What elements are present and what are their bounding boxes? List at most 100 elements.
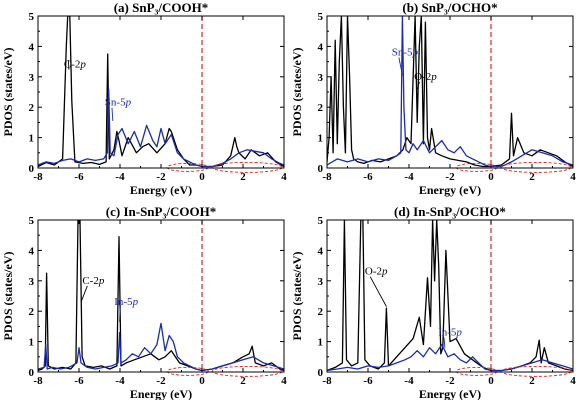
baseline-ellipse bbox=[166, 366, 209, 376]
peak-annotation: Sn-5p bbox=[105, 97, 132, 109]
y-tick-label: 1 bbox=[29, 133, 35, 145]
x-axis-label: Energy (eV) bbox=[419, 183, 481, 197]
y-tick-label: 0 bbox=[29, 163, 35, 175]
y-tick-label: 1 bbox=[29, 337, 35, 349]
baseline-ellipse bbox=[455, 366, 498, 376]
peak-annotation: In-5p bbox=[114, 296, 138, 308]
y-tick-label: 5 bbox=[318, 215, 324, 227]
peak-annotation: In-5p bbox=[438, 327, 462, 339]
y-tick-label: 5 bbox=[318, 11, 324, 23]
x-tick-label: -2 bbox=[445, 171, 455, 183]
y-tick-label: 4 bbox=[318, 245, 324, 257]
y-tick-label: 0 bbox=[29, 367, 35, 379]
annotation-pointer bbox=[119, 307, 121, 322]
x-tick-label: -8 bbox=[322, 171, 332, 183]
peak-annotation: O-2p bbox=[365, 266, 388, 278]
baseline-ellipse bbox=[500, 161, 572, 173]
x-tick-label: 0 bbox=[488, 375, 494, 387]
y-tick-label: 4 bbox=[29, 245, 35, 257]
peak-annotation: Sn-5p bbox=[392, 47, 419, 59]
panel-title: (d) In-SnP₃/OCHO* bbox=[394, 204, 506, 219]
y-tick-label: 5 bbox=[29, 11, 35, 23]
x-tick-label: -4 bbox=[404, 171, 414, 183]
y-axis-label: PDOS (states/eV) bbox=[290, 252, 304, 341]
y-axis-label: PDOS (states/eV) bbox=[1, 252, 15, 341]
panel-title: (c) In-SnP₃/COOH* bbox=[106, 204, 216, 219]
panel-c: (c) In-SnP₃/COOH* -8 -6 -4 -2 0 2 4 0 1 2 3 4 5 Energy… bbox=[1, 204, 287, 400]
x-tick-label: -4 bbox=[115, 375, 125, 387]
x-tick-label: 2 bbox=[529, 375, 535, 387]
series-line-adsorbate bbox=[38, 220, 284, 372]
x-tick-label: -2 bbox=[156, 171, 166, 183]
series-line-metal bbox=[327, 16, 573, 168]
baseline-ellipse bbox=[500, 365, 572, 377]
y-tick-label: 5 bbox=[29, 215, 35, 227]
series-line-adsorbate bbox=[327, 16, 573, 168]
x-tick-label: -4 bbox=[404, 375, 414, 387]
series-line-adsorbate bbox=[38, 16, 284, 168]
x-tick-label: -6 bbox=[74, 171, 84, 183]
x-tick-label: 2 bbox=[240, 375, 246, 387]
x-tick-label: -4 bbox=[115, 171, 125, 183]
panel-b: (b) SnP₃/OCHO* -8 -6 -4 -2 0 2 4 0 1 2 3 4 5 Energy (e… bbox=[290, 0, 576, 197]
x-tick-label: 0 bbox=[488, 171, 494, 183]
series-line-metal bbox=[38, 322, 284, 372]
y-tick-label: 3 bbox=[29, 72, 35, 84]
y-tick-label: 3 bbox=[29, 276, 35, 288]
x-tick-label: 4 bbox=[570, 171, 576, 183]
y-tick-label: 4 bbox=[318, 41, 324, 53]
x-tick-label: 4 bbox=[281, 171, 287, 183]
baseline-ellipse bbox=[455, 162, 498, 172]
panel-a: (a) SnP₃/COOH* -8 -6 -4 -2 0 2 4 0 1 2 3 4 5 Energy (e… bbox=[1, 0, 287, 197]
x-axis-label: Energy (eV) bbox=[130, 183, 192, 197]
annotation-pointer bbox=[443, 337, 446, 348]
panel-title: (b) SnP₃/OCHO* bbox=[402, 0, 497, 15]
y-tick-label: 3 bbox=[318, 72, 324, 84]
annotation-pointer bbox=[369, 276, 387, 307]
x-tick-label: -8 bbox=[33, 171, 43, 183]
y-tick-label: 0 bbox=[318, 367, 324, 379]
series-line-metal bbox=[327, 343, 573, 372]
x-axis-label: Energy (eV) bbox=[130, 387, 192, 400]
series-line-adsorbate bbox=[327, 220, 573, 372]
x-tick-label: -8 bbox=[33, 375, 43, 387]
x-tick-label: -8 bbox=[322, 375, 332, 387]
x-tick-label: -6 bbox=[363, 375, 373, 387]
x-tick-label: 4 bbox=[281, 375, 287, 387]
x-tick-label: -6 bbox=[74, 375, 84, 387]
y-tick-label: 2 bbox=[29, 102, 35, 114]
x-tick-label: 0 bbox=[199, 171, 205, 183]
x-tick-label: -6 bbox=[363, 171, 373, 183]
y-tick-label: 4 bbox=[29, 41, 35, 53]
y-tick-label: 1 bbox=[318, 337, 324, 349]
annotation-pointer bbox=[416, 81, 420, 90]
baseline-ellipse bbox=[211, 161, 283, 173]
y-tick-label: 2 bbox=[318, 102, 324, 114]
panel-d: (d) In-SnP₃/OCHO* -8 -6 -4 -2 0 2 4 0 1 2 3 4 5 Energy… bbox=[290, 204, 576, 400]
annotation-pointer bbox=[80, 285, 88, 303]
x-tick-label: 4 bbox=[570, 375, 576, 387]
x-tick-label: -2 bbox=[156, 375, 166, 387]
x-tick-label: 2 bbox=[240, 171, 246, 183]
series-line-metal bbox=[38, 88, 284, 168]
x-tick-label: 0 bbox=[199, 375, 205, 387]
baseline-ellipse bbox=[166, 162, 209, 172]
annotation-pointer bbox=[67, 60, 70, 70]
peak-annotation: O-2p bbox=[414, 71, 437, 83]
y-tick-label: 3 bbox=[318, 276, 324, 288]
annotation-pointer bbox=[398, 57, 403, 76]
y-tick-label: 2 bbox=[29, 306, 35, 318]
x-tick-label: 2 bbox=[529, 171, 535, 183]
annotation-pointer bbox=[111, 107, 114, 121]
y-tick-label: 0 bbox=[318, 163, 324, 175]
peak-annotation: C-2p bbox=[82, 275, 105, 287]
peak-annotation: C-2p bbox=[64, 59, 87, 71]
baseline-ellipse bbox=[211, 365, 283, 377]
y-tick-label: 1 bbox=[318, 133, 324, 145]
y-tick-label: 2 bbox=[318, 306, 324, 318]
y-axis-label: PDOS (states/eV) bbox=[290, 48, 304, 137]
x-tick-label: -2 bbox=[445, 375, 455, 387]
y-axis-label: PDOS (states/eV) bbox=[1, 48, 15, 137]
panel-title: (a) SnP₃/COOH* bbox=[114, 0, 209, 15]
